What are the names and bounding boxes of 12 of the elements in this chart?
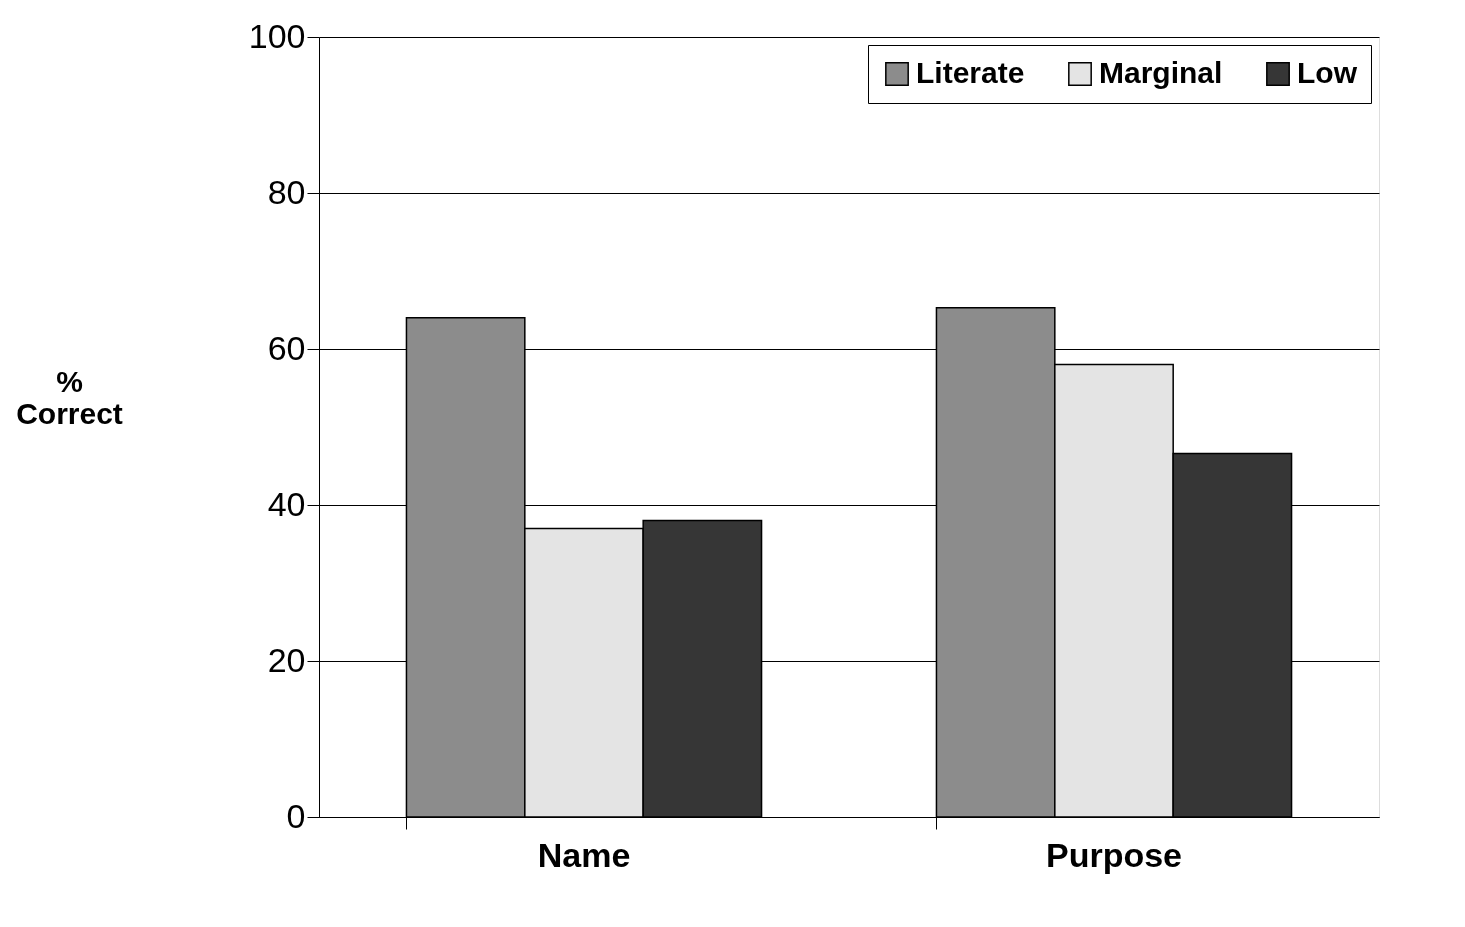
y-tick-label: 20 [267, 640, 306, 679]
y-tick-label: 40 [267, 484, 306, 523]
y-tick-label: 0 [286, 796, 306, 835]
legend-label: Literate [916, 56, 1025, 89]
x-tick-label: Name [537, 835, 631, 874]
x-tick-label: Purpose [1045, 835, 1183, 874]
y-axis-title: % Correct [16, 364, 123, 430]
legend-label: Marginal [1099, 56, 1223, 89]
legend-label: Low [1297, 56, 1358, 89]
y-tick-label: 100 [248, 16, 306, 55]
y-tick-label: 60 [267, 328, 306, 367]
y-tick-label: 80 [267, 172, 306, 211]
